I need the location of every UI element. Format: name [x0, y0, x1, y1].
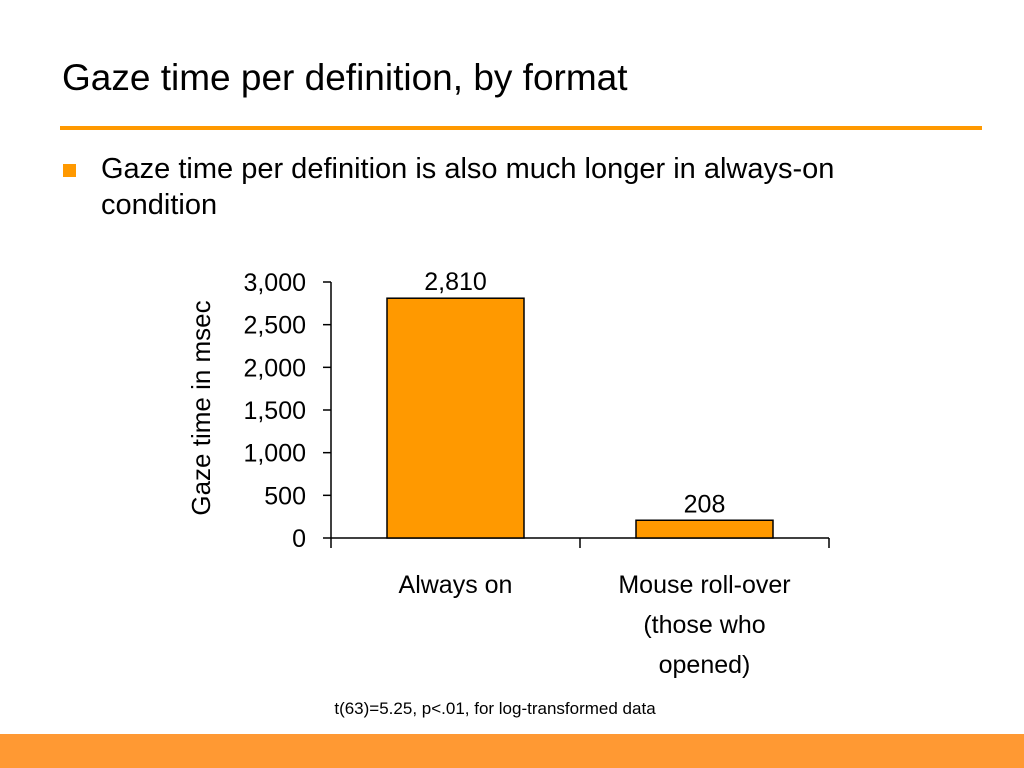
- x-category-label-line: Mouse roll-over: [618, 571, 790, 599]
- x-category-label-line: (those who: [643, 611, 765, 639]
- footer-band: [0, 734, 1024, 768]
- y-axis-label: Gaze time in msec: [186, 300, 216, 515]
- y-tick-label: 0: [292, 525, 306, 553]
- data-labels: 2,810 208: [424, 268, 725, 518]
- value-label: 208: [684, 490, 726, 518]
- statistics-note: t(63)=5.25, p<.01, for log-transformed d…: [334, 699, 656, 718]
- bullet-square-icon: [63, 164, 76, 177]
- x-axis: Always on Mouse roll-over (those who opened…: [330, 537, 830, 679]
- y-tick-label: 3,000: [243, 269, 306, 297]
- y-axis: 0 500 1,000 1,500 2,000 2,500 3,000: [243, 269, 332, 553]
- x-category-label: Mouse roll-over (those who opened): [618, 571, 790, 679]
- slide-title: Gaze time per definition, by format: [62, 57, 628, 98]
- x-category-label-line: Always on: [399, 571, 513, 599]
- bar-1: [386, 297, 525, 539]
- bullet-text: Gaze time per definition is also much lo…: [101, 153, 835, 221]
- x-category-label-line: opened): [659, 651, 751, 679]
- title-divider: [60, 126, 982, 130]
- bar-2: [635, 519, 774, 539]
- y-tick-label: 1,000: [243, 440, 306, 468]
- y-tick-label: 1,500: [243, 397, 306, 425]
- bars: [386, 297, 774, 539]
- y-tick-label: 2,500: [243, 312, 306, 340]
- y-tick-label: 500: [264, 482, 306, 510]
- y-tick-label: 2,000: [243, 354, 306, 382]
- value-label: 2,810: [424, 268, 487, 296]
- x-category-label: Always on: [399, 571, 513, 599]
